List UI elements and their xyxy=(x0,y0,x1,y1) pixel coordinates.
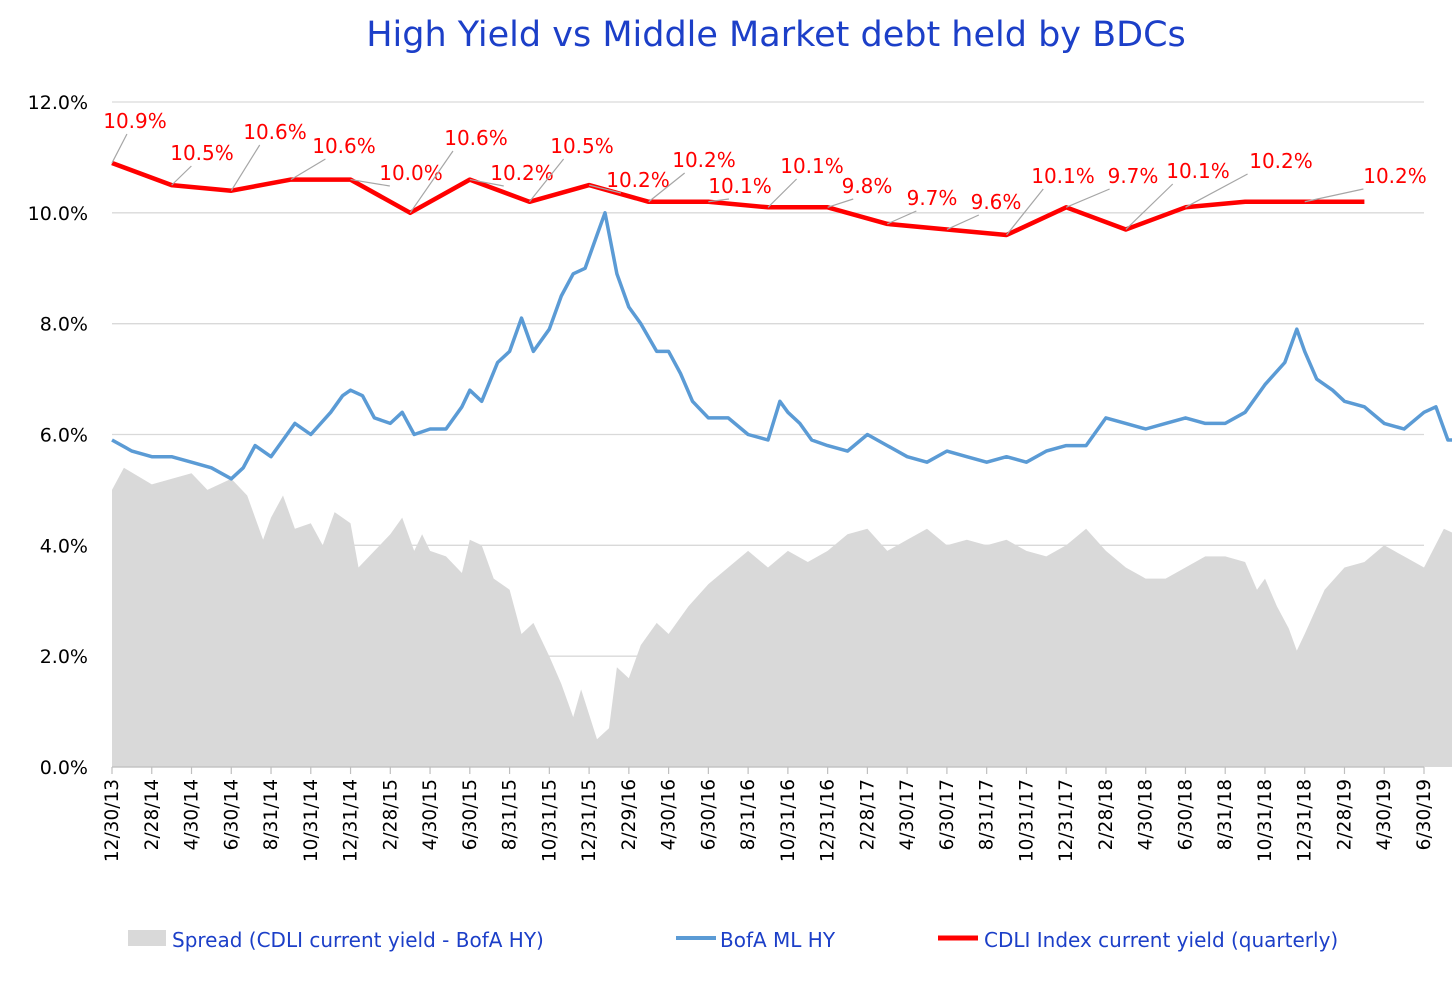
cdli-data-label: 10.0% xyxy=(379,161,443,185)
leader-line xyxy=(648,172,686,203)
leader-line xyxy=(946,214,980,231)
x-tick-label: 10/31/17 xyxy=(1016,779,1037,862)
leader-line xyxy=(588,184,622,194)
y-tick-label: 6.0% xyxy=(40,425,88,447)
x-tick-label: 10/31/14 xyxy=(301,779,322,862)
y-tick-label: 0.0% xyxy=(40,757,88,779)
x-tick-label: 6/30/15 xyxy=(460,779,481,850)
x-tick-label: 2/28/19 xyxy=(1334,779,1355,850)
leader-line xyxy=(708,198,730,203)
data-labels: 10.9%10.5%10.6%10.6%10.0%10.6%10.2%10.5%… xyxy=(103,109,1427,236)
cdli-data-label: 9.7% xyxy=(907,186,958,210)
x-tick-label: 8/31/16 xyxy=(738,779,759,850)
cdli-data-label: 10.9% xyxy=(103,109,167,133)
leader-line xyxy=(1125,183,1174,230)
chart-title: High Yield vs Middle Market debt held by… xyxy=(366,15,1186,55)
x-tick-label: 10/31/15 xyxy=(539,779,560,862)
spread-area xyxy=(112,467,1452,767)
cdli-data-label: 10.5% xyxy=(170,141,234,165)
leader-line xyxy=(409,150,454,214)
spread-area-layer xyxy=(112,467,1452,767)
y-tick-label: 2.0% xyxy=(40,646,88,668)
x-tick-label: 8/31/17 xyxy=(977,779,998,850)
legend-swatch-spread xyxy=(128,930,166,946)
x-tick-label: 8/31/14 xyxy=(261,779,282,850)
x-tick-label: 12/31/15 xyxy=(579,779,600,862)
legend-label-spread: Spread (CDLI current yield - BofA HY) xyxy=(172,928,544,952)
x-tick-label: 2/28/15 xyxy=(380,779,401,850)
leader-line xyxy=(767,178,798,208)
cdli-data-label: 9.6% xyxy=(971,190,1022,214)
axes: 0.0% 2.0% 4.0% 6.0% 8.0% 10.0% 12.0% 12/30/13 2/… xyxy=(28,92,1435,862)
leader-line xyxy=(230,144,261,191)
x-tick-label: 12/31/17 xyxy=(1056,779,1077,862)
x-tick-label: 2/29/16 xyxy=(619,779,640,850)
cdli-data-label: 10.2% xyxy=(1363,164,1427,188)
y-tick-label: 12.0% xyxy=(28,92,88,114)
leader-line xyxy=(290,158,326,181)
cdli-data-label: 10.2% xyxy=(672,148,736,172)
x-tick-label: 10/31/18 xyxy=(1255,779,1276,862)
x-tick-label: 4/30/15 xyxy=(420,779,441,850)
y-tick-label: 10.0% xyxy=(28,203,88,225)
cdli-data-label: 10.1% xyxy=(1031,164,1095,188)
x-tick-label: 12/31/14 xyxy=(341,779,362,862)
bofa-hy-line xyxy=(111,211,1452,481)
cdli-data-label: 10.1% xyxy=(1166,159,1230,183)
x-tick-label: 6/30/17 xyxy=(937,779,958,850)
x-tick-label: 6/30/14 xyxy=(221,779,242,850)
cdli-line xyxy=(111,160,1365,238)
lines-layer xyxy=(111,160,1452,481)
leader-line xyxy=(1185,173,1248,208)
leader-line xyxy=(1006,188,1044,236)
x-tick-label: 12/31/16 xyxy=(818,779,839,862)
x-tick-label: 4/30/16 xyxy=(659,779,680,850)
cdli-data-label: 9.7% xyxy=(1108,164,1159,188)
leader-line xyxy=(469,178,504,187)
x-tick-label: 2/28/18 xyxy=(1096,779,1117,850)
x-tick-label: 2/28/14 xyxy=(142,779,163,850)
cdli-data-label: 10.1% xyxy=(708,174,772,198)
legend-label-bofa-hy: BofA ML HY xyxy=(720,928,836,952)
leader-line xyxy=(528,158,565,203)
leader-line xyxy=(827,198,854,208)
cdli-data-label: 10.6% xyxy=(444,126,508,150)
x-tick-label: 12/31/18 xyxy=(1295,779,1316,862)
x-tick-label: 10/31/16 xyxy=(778,779,799,862)
leader-line xyxy=(887,210,917,225)
cdli-data-label: 10.6% xyxy=(312,134,376,158)
leader-line xyxy=(171,165,192,186)
x-tick-label: 4/30/17 xyxy=(897,779,918,850)
y-tick-label: 4.0% xyxy=(40,535,88,557)
cdli-data-label: 10.2% xyxy=(606,168,670,192)
leader-line xyxy=(1065,188,1110,208)
x-tick-label: 12/30/13 xyxy=(102,779,123,862)
y-tick-label: 8.0% xyxy=(40,314,88,336)
leader-line xyxy=(1304,188,1364,203)
legend: Spread (CDLI current yield - BofA HY) Bof… xyxy=(128,928,1338,952)
legend-label-cdli: CDLI Index current yield (quarterly) xyxy=(984,928,1338,952)
x-tick-label: 8/31/15 xyxy=(500,779,521,850)
cdli-data-label: 10.2% xyxy=(490,161,554,185)
cdli-data-label: 10.2% xyxy=(1249,149,1313,173)
x-tick-label: 6/30/16 xyxy=(698,779,719,850)
x-tick-label: 4/30/18 xyxy=(1136,779,1157,850)
x-tick-label: 8/31/18 xyxy=(1215,779,1236,850)
x-tick-label: 2/28/17 xyxy=(857,779,878,850)
x-tick-label: 6/30/18 xyxy=(1175,779,1196,850)
cdli-data-label: 10.5% xyxy=(550,134,614,158)
leader-line xyxy=(350,178,390,187)
x-tick-label: 6/30/19 xyxy=(1414,779,1435,850)
x-tick-label: 4/30/19 xyxy=(1374,779,1395,850)
leader-line xyxy=(111,133,128,164)
cdli-data-label: 9.8% xyxy=(842,174,893,198)
cdli-data-label: 10.6% xyxy=(243,120,307,144)
cdli-data-label: 10.1% xyxy=(780,154,844,178)
x-tick-label: 4/30/14 xyxy=(182,779,203,850)
